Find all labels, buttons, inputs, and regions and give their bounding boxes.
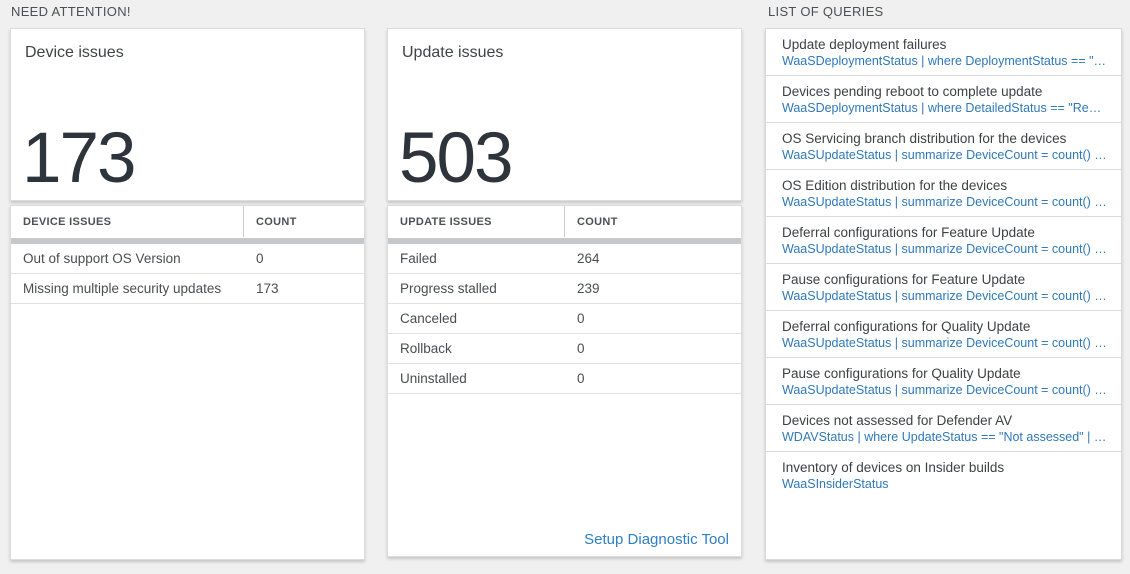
query-list-item[interactable]: Devices pending reboot to complete updat… — [766, 76, 1121, 123]
row-count: 173 — [256, 281, 279, 296]
table-row[interactable]: Missing multiple security updates 173 — [11, 274, 364, 304]
row-label: Progress stalled — [400, 281, 497, 296]
query-text: WaaSUpdateStatus | summarize DeviceCount… — [782, 289, 1107, 303]
need-attention-header: NEED ATTENTION! — [11, 4, 131, 19]
query-text: WaaSUpdateStatus | summarize DeviceCount… — [782, 336, 1107, 350]
column-header-count: COUNT — [577, 215, 618, 228]
row-count: 239 — [577, 281, 600, 296]
query-list-item[interactable]: Devices not assessed for Defender AV WDA… — [766, 405, 1121, 452]
table-row[interactable]: Progress stalled 239 — [388, 274, 741, 304]
query-title: Inventory of devices on Insider builds — [782, 460, 1005, 475]
row-label: Missing multiple security updates — [23, 281, 222, 296]
query-text: WaaSUpdateStatus | summarize DeviceCount… — [782, 383, 1107, 397]
row-count: 0 — [577, 311, 585, 326]
horizontal-scrollbar[interactable] — [11, 238, 364, 244]
update-issues-tile[interactable]: Update issues 503 — [387, 28, 742, 201]
table-row[interactable]: Rollback 0 — [388, 334, 741, 364]
query-title: OS Edition distribution for the devices — [782, 178, 1008, 193]
query-list-item[interactable]: OS Servicing branch distribution for the… — [766, 123, 1121, 170]
query-title: OS Servicing branch distribution for the… — [782, 131, 1067, 146]
row-label: Canceled — [400, 311, 458, 326]
table-row[interactable]: Uninstalled 0 — [388, 364, 741, 394]
horizontal-scrollbar[interactable] — [388, 238, 741, 244]
row-label: Uninstalled — [400, 371, 467, 386]
device-issues-total-count: 173 — [22, 119, 136, 198]
device-issues-tile[interactable]: Device issues 173 — [10, 28, 365, 201]
device-issues-tile-title: Device issues — [25, 44, 124, 61]
query-text: WaaSInsiderStatus — [782, 477, 889, 491]
column-header-device-issues: DEVICE ISSUES — [11, 206, 244, 237]
query-list-item[interactable]: Pause configurations for Quality Update … — [766, 358, 1121, 405]
list-of-queries-panel: Update deployment failures WaaSDeploymen… — [765, 28, 1122, 560]
table-row[interactable]: Canceled 0 — [388, 304, 741, 334]
query-list-item[interactable]: Pause configurations for Feature Update … — [766, 264, 1121, 311]
device-issues-table: DEVICE ISSUES COUNT Out of support OS Ve… — [10, 205, 365, 560]
query-text: WaaSUpdateStatus | summarize DeviceCount… — [782, 148, 1107, 162]
query-title: Update deployment failures — [782, 37, 947, 52]
row-label: Failed — [400, 251, 437, 266]
row-label: Rollback — [400, 341, 452, 356]
update-issues-table-body: Failed 264 Progress stalled 239 Canceled… — [388, 244, 741, 394]
query-text: WaaSUpdateStatus | summarize DeviceCount… — [782, 242, 1107, 256]
setup-diagnostic-tool-link[interactable]: Setup Diagnostic Tool — [584, 531, 729, 548]
row-count: 0 — [256, 251, 264, 266]
query-text: WaaSDeploymentStatus | where DeploymentS… — [782, 54, 1107, 68]
query-list-item[interactable]: Inventory of devices on Insider builds W… — [766, 452, 1121, 499]
query-list-item[interactable]: OS Edition distribution for the devices … — [766, 170, 1121, 217]
query-list-item[interactable]: Update deployment failures WaaSDeploymen… — [766, 29, 1121, 76]
query-title: Pause configurations for Feature Update — [782, 272, 1026, 287]
column-header-count: COUNT — [256, 215, 297, 228]
query-title: Deferral configurations for Quality Upda… — [782, 319, 1031, 334]
query-list-item[interactable]: Deferral configurations for Quality Upda… — [766, 311, 1121, 358]
query-title: Devices pending reboot to complete updat… — [782, 84, 1043, 99]
table-row[interactable]: Out of support OS Version 0 — [11, 244, 364, 274]
query-text: WDAVStatus | where UpdateStatus == "Not … — [782, 430, 1107, 444]
query-title: Deferral configurations for Feature Upda… — [782, 225, 1035, 240]
query-list-item[interactable]: Deferral configurations for Feature Upda… — [766, 217, 1121, 264]
update-issues-table-header: UPDATE ISSUES COUNT — [388, 206, 741, 237]
table-row[interactable]: Failed 264 — [388, 244, 741, 274]
row-label: Out of support OS Version — [23, 251, 181, 266]
update-issues-tile-title: Update issues — [402, 44, 504, 61]
row-count: 264 — [577, 251, 600, 266]
update-issues-total-count: 503 — [399, 119, 513, 198]
row-count: 0 — [577, 341, 585, 356]
query-title: Devices not assessed for Defender AV — [782, 413, 1013, 428]
query-text: WaaSUpdateStatus | summarize DeviceCount… — [782, 195, 1107, 209]
device-issues-table-body: Out of support OS Version 0 Missing mult… — [11, 244, 364, 304]
column-header-update-issues: UPDATE ISSUES — [388, 206, 565, 237]
row-count: 0 — [577, 371, 585, 386]
device-issues-table-header: DEVICE ISSUES COUNT — [11, 206, 364, 237]
query-title: Pause configurations for Quality Update — [782, 366, 1021, 381]
list-of-queries-header: LIST OF QUERIES — [768, 4, 884, 19]
update-issues-table: UPDATE ISSUES COUNT Failed 264 Progress … — [387, 205, 742, 557]
query-text: WaaSDeploymentStatus | where DetailedSta… — [782, 101, 1107, 115]
